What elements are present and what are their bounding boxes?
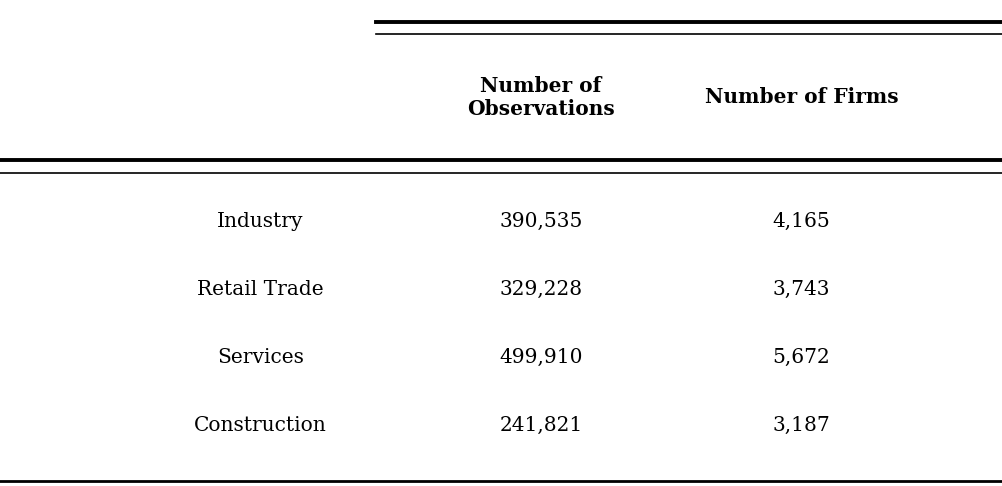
Text: Industry: Industry	[217, 211, 304, 231]
Text: Number of
Observations: Number of Observations	[467, 76, 615, 119]
Text: Number of Firms: Number of Firms	[704, 87, 899, 107]
Text: 390,535: 390,535	[499, 211, 583, 231]
Text: Services: Services	[217, 347, 304, 367]
Text: 4,165: 4,165	[773, 211, 831, 231]
Text: Construction: Construction	[194, 416, 327, 435]
Text: 3,187: 3,187	[773, 416, 831, 435]
Text: 241,821: 241,821	[499, 416, 583, 435]
Text: 329,228: 329,228	[500, 279, 582, 299]
Text: 499,910: 499,910	[499, 347, 583, 367]
Text: Retail Trade: Retail Trade	[197, 279, 324, 299]
Text: 3,743: 3,743	[773, 279, 831, 299]
Text: 5,672: 5,672	[773, 347, 831, 367]
